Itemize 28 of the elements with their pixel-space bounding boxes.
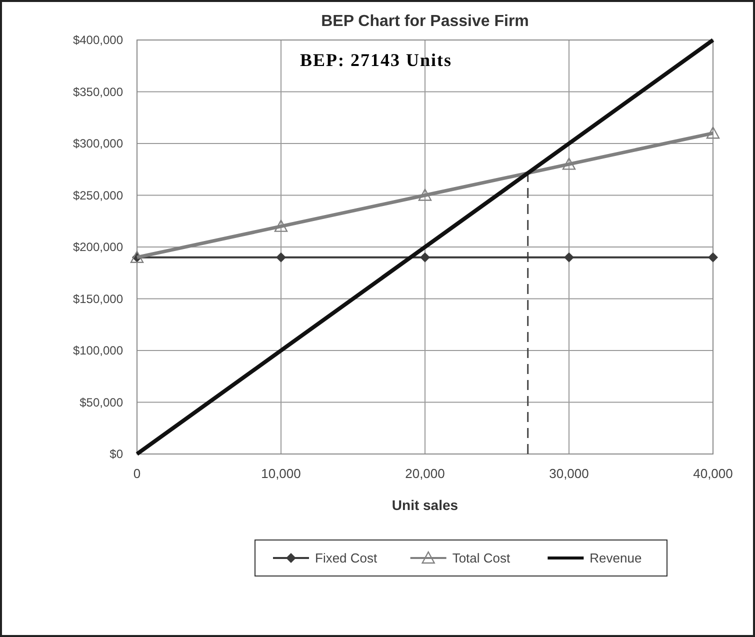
y-tick-label: $250,000 bbox=[72, 188, 124, 202]
y-tick-label: $50,000 bbox=[80, 395, 124, 410]
point bbox=[418, 188, 432, 201]
x-tick-label: 20,000 bbox=[405, 466, 445, 481]
point bbox=[564, 252, 574, 262]
point bbox=[706, 126, 720, 139]
legend-label: Revenue bbox=[590, 550, 642, 566]
y-tick-label: $200,000 bbox=[72, 240, 124, 254]
annotation: BEP: 27143 Units bbox=[300, 50, 452, 70]
x-tick-label: 10,000 bbox=[261, 466, 301, 481]
x-tick-label: 30,000 bbox=[549, 466, 589, 481]
y-tick-label: $100,000 bbox=[72, 344, 124, 358]
point bbox=[276, 252, 286, 262]
y-tick-label: $400,000 bbox=[72, 33, 124, 48]
x-axis-title: Unit sales bbox=[392, 497, 458, 513]
chart-title: BEP Chart for Passive Firm bbox=[321, 13, 529, 30]
point bbox=[708, 252, 718, 262]
y-tick-label: $150,000 bbox=[72, 292, 124, 306]
y-tick-label: $300,000 bbox=[72, 136, 124, 151]
x-tick-label: 40,000 bbox=[693, 466, 733, 481]
point bbox=[562, 158, 576, 170]
y-tick-label: $0 bbox=[110, 447, 124, 462]
y-tick-label: $350,000 bbox=[72, 84, 124, 99]
x-tick-label: 0 bbox=[133, 466, 141, 481]
legend-label: Total Cost bbox=[452, 550, 511, 566]
point bbox=[274, 220, 288, 232]
point bbox=[420, 252, 430, 262]
legend-label: Fixed Cost bbox=[315, 550, 378, 566]
